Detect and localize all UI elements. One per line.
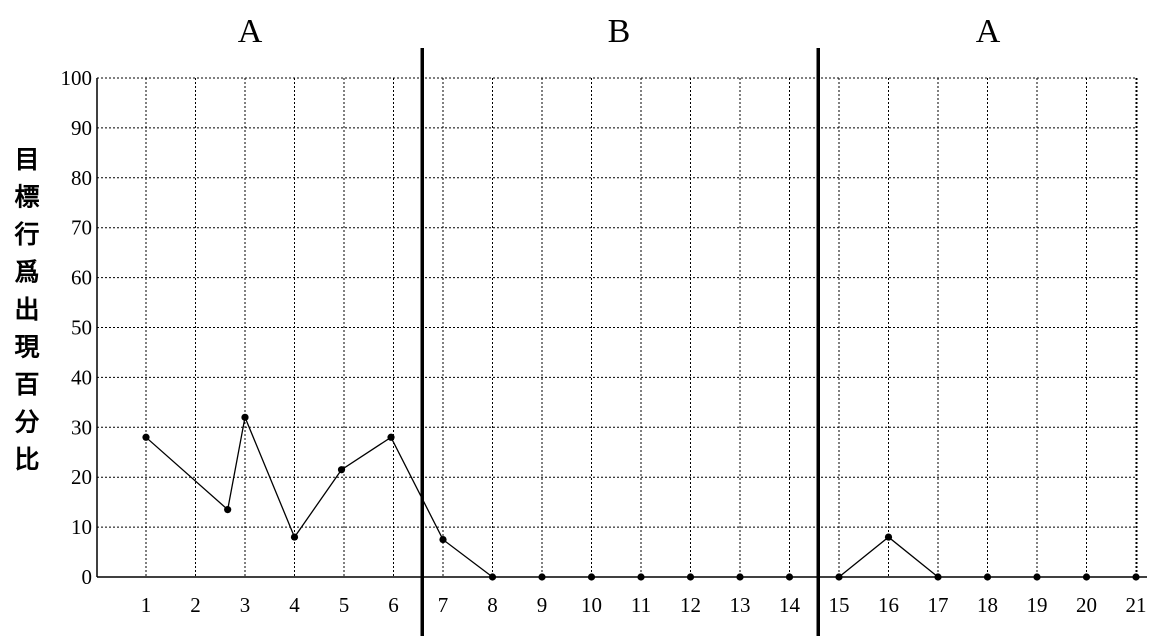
x-tick-label-20: 20 — [1076, 593, 1097, 617]
y-axis-label-char-4: 爲 — [14, 258, 39, 287]
data-point-9 — [538, 573, 546, 581]
x-tick-label-6: 6 — [388, 593, 399, 617]
data-point-8 — [488, 573, 497, 581]
data-point-layer — [142, 413, 1140, 581]
y-axis-label-char-3: 行 — [13, 220, 39, 249]
data-point-3 — [241, 413, 249, 421]
x-tick-label-4: 4 — [289, 593, 300, 617]
data-point-4 — [290, 533, 299, 541]
x-tick-label-14: 14 — [779, 593, 801, 617]
x-tick-label-2: 2 — [190, 593, 201, 617]
x-tick-label-layer: 1 2 3 4 5 6 7 8 9 10 11 12 13 14 15 16 17 18 19 20 21 — [141, 593, 1147, 617]
y-axis-label-char-8: 分 — [14, 408, 39, 437]
data-point-16 — [884, 533, 893, 541]
x-tick-label-9: 9 — [537, 593, 548, 617]
y-tick-label-30: 30 — [71, 415, 92, 439]
x-tick-label-8: 8 — [487, 593, 498, 617]
x-tick-label-10: 10 — [581, 593, 602, 617]
phase-label-3: A — [976, 13, 1001, 50]
y-axis-label-char-5: 出 — [14, 295, 39, 324]
y-tick-label-50: 50 — [71, 316, 92, 340]
x-tick-label-19: 19 — [1027, 593, 1048, 617]
series-line-segment-1 — [145, 415, 493, 578]
y-tick-label-10: 10 — [71, 515, 92, 539]
phase-label-2: B — [608, 13, 631, 50]
data-point-11 — [637, 573, 645, 581]
y-axis-label-char-7: 百 — [14, 370, 39, 399]
y-axis-label-char-2: 標 — [14, 183, 39, 212]
y-tick-label-70: 70 — [71, 216, 92, 240]
axis-layer — [96, 78, 1147, 578]
y-tick-label-100: 100 — [61, 66, 93, 90]
x-tick-label-5: 5 — [339, 593, 350, 617]
y-tick-label-60: 60 — [71, 266, 92, 290]
data-point-13 — [736, 573, 744, 581]
data-point-20 — [1082, 573, 1091, 581]
data-point-1 — [142, 433, 150, 441]
data-point-21 — [1132, 573, 1140, 581]
x-tick-label-12: 12 — [680, 593, 701, 617]
data-point-2 — [224, 506, 232, 514]
y-tick-label-20: 20 — [71, 465, 92, 489]
data-point-12 — [686, 573, 695, 581]
data-point-7 — [439, 535, 447, 544]
y-tick-label-80: 80 — [71, 166, 92, 190]
y-axis-label-char-6: 現 — [14, 333, 39, 362]
phase-label-1: A — [238, 13, 263, 50]
y-tick-label-40: 40 — [71, 365, 92, 389]
x-tick-label-1: 1 — [141, 593, 152, 617]
x-tick-label-17: 17 — [928, 593, 949, 617]
data-point-14 — [785, 573, 794, 581]
y-tick-label-layer: 0 10 20 30 40 50 60 70 80 90 100 — [61, 66, 93, 589]
x-tick-label-7: 7 — [438, 593, 449, 617]
y-tick-label-90: 90 — [71, 116, 92, 140]
data-point-19 — [1033, 573, 1041, 581]
data-point-10 — [587, 573, 596, 581]
x-tick-label-21: 21 — [1126, 593, 1147, 617]
x-tick-label-13: 13 — [730, 593, 751, 617]
data-point-18 — [983, 573, 992, 581]
y-axis-label-char-9: 比 — [14, 445, 39, 474]
phase-divider-layer — [420, 48, 820, 636]
x-tick-label-16: 16 — [878, 593, 899, 617]
data-point-15 — [835, 573, 843, 581]
x-tick-label-18: 18 — [977, 593, 998, 617]
grid-layer — [97, 77, 1138, 577]
y-tick-label-0: 0 — [82, 565, 93, 589]
y-axis-label-char-1: 目 — [14, 145, 39, 174]
data-point-5 — [337, 466, 346, 474]
x-tick-label-3: 3 — [240, 593, 251, 617]
x-tick-label-15: 15 — [829, 593, 850, 617]
x-tick-label-11: 11 — [631, 593, 651, 617]
data-point-6 — [387, 433, 395, 441]
data-point-17 — [934, 573, 942, 581]
